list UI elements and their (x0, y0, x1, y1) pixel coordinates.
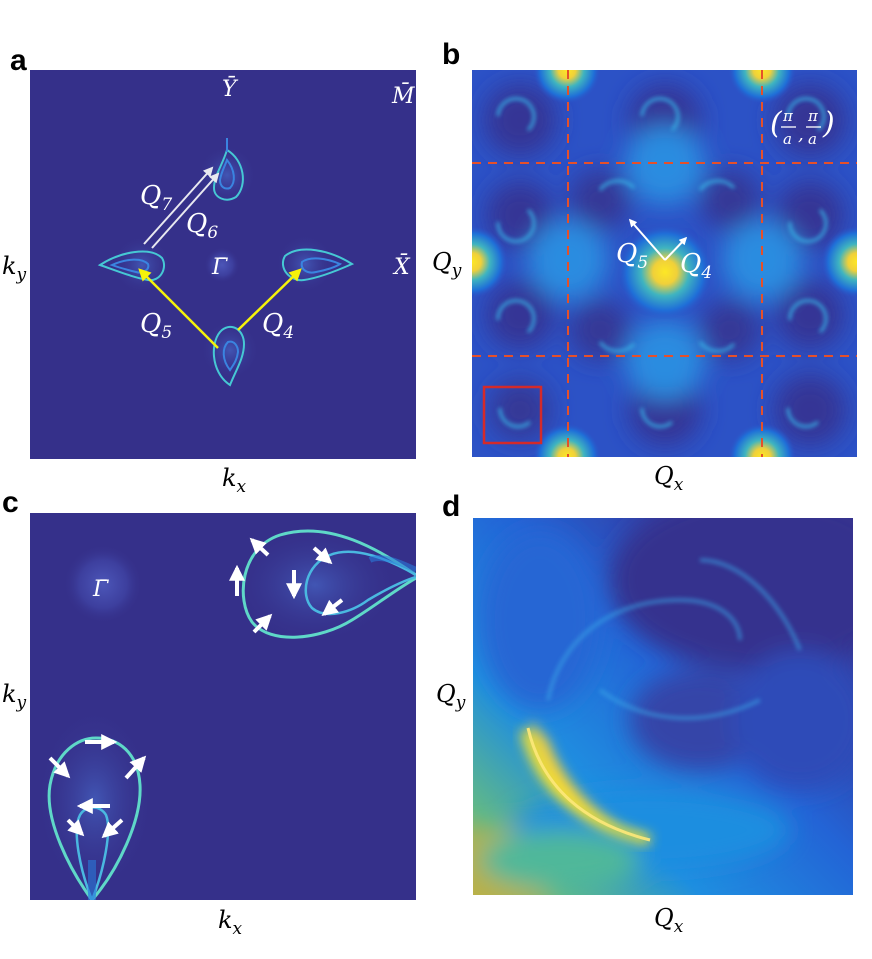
panel-d-ylabel: Qy (436, 680, 466, 713)
panel-a-ylabel: ky (2, 252, 27, 285)
vector-label-q5: Q5 (140, 309, 172, 343)
panel-b-corner-label: ( π a , π a ) (770, 106, 835, 148)
svg-text:Q5: Q5 (140, 309, 172, 343)
vector-label-q7: Q7 (140, 181, 172, 215)
svg-text:a: a (783, 130, 792, 148)
svg-text:π: π (807, 107, 819, 125)
svg-text:,: , (798, 124, 804, 145)
panel-d-xlabel: Qx (654, 904, 684, 937)
svg-text:(: ( (770, 106, 783, 141)
panel-b-xlabel: Qx (654, 462, 684, 495)
svg-text:): ) (822, 106, 835, 141)
point-y-bar: Ȳ (222, 76, 239, 102)
panel-b-vector-label-q4: Q4 (680, 249, 712, 283)
panel-b-plot (472, 70, 857, 457)
svg-text:Q4: Q4 (262, 309, 294, 343)
svg-text:Q7: Q7 (140, 181, 172, 215)
vector-label-q6: Q6 (186, 209, 218, 243)
svg-text:Q4: Q4 (680, 249, 712, 283)
svg-text:a: a (808, 130, 817, 148)
panel-c-letter: c (2, 486, 19, 519)
panel-b-vector-label-q5: Q5 (616, 239, 648, 273)
panel-a-plot: Ȳ M̄ X̄ Γ̄ Q7 Q6 Q5 Q4 (30, 70, 416, 459)
panel-a-xlabel: kx (222, 464, 247, 497)
panel-d-letter: d (442, 490, 461, 523)
point-x-bar: X̄ (392, 253, 411, 280)
point-m-bar: M̄ (391, 82, 415, 109)
panel-c-plot: Γ̄ (30, 513, 416, 900)
svg-text:π: π (782, 107, 794, 125)
panel-c-xlabel: kx (218, 906, 243, 939)
svg-text:Q5: Q5 (616, 239, 648, 273)
point-gamma-bar: Γ̄ (211, 255, 228, 280)
svg-text:Q6: Q6 (186, 209, 218, 243)
panel-b-letter: b (442, 38, 461, 71)
panel-c-ylabel: ky (2, 680, 27, 713)
panel-b-ylabel: Qy (432, 248, 462, 281)
vector-label-q4: Q4 (262, 309, 294, 343)
panel-a-letter: a (10, 44, 27, 77)
panel-d-plot (473, 518, 853, 895)
panel-c-gamma-bar: Γ̄ (92, 577, 109, 602)
